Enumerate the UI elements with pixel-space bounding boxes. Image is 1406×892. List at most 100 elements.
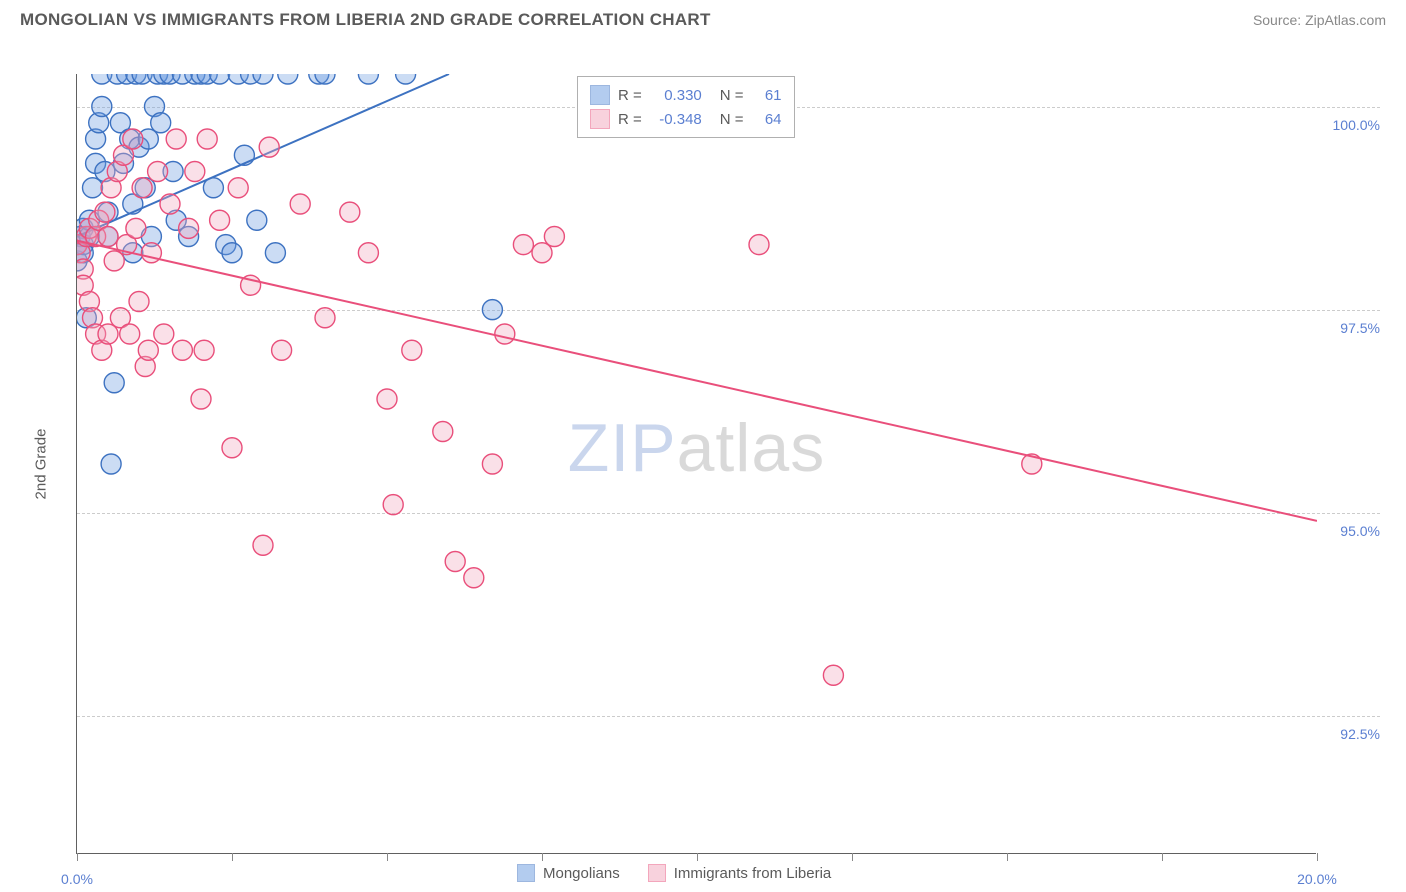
- scatter-point: [234, 145, 254, 165]
- scatter-point: [194, 340, 214, 360]
- series-legend: Mongolians Immigrants from Liberia: [517, 862, 831, 884]
- scatter-point: [132, 178, 152, 198]
- series-legend-item: Mongolians: [517, 862, 620, 884]
- scatter-point: [377, 389, 397, 409]
- series-name: Immigrants from Liberia: [674, 865, 832, 882]
- stats-legend: R = 0.330 N = 61 R = -0.348 N = 64: [577, 76, 795, 138]
- scatter-point: [228, 178, 248, 198]
- r-value: -0.348: [650, 111, 702, 128]
- scatter-point: [160, 194, 180, 214]
- x-tick: [77, 853, 78, 861]
- x-tick: [852, 853, 853, 861]
- scatter-point: [222, 438, 242, 458]
- chart-title: MONGOLIAN VS IMMIGRANTS FROM LIBERIA 2ND…: [20, 10, 711, 30]
- legend-swatch: [517, 864, 535, 882]
- stats-legend-row: R = 0.330 N = 61: [590, 83, 782, 107]
- scatter-point: [482, 300, 502, 320]
- x-tick: [232, 853, 233, 861]
- scatter-point: [222, 243, 242, 263]
- scatter-point: [191, 389, 211, 409]
- x-tick-label: 0.0%: [61, 871, 93, 887]
- scatter-point: [265, 243, 285, 263]
- x-tick: [1007, 853, 1008, 861]
- y-tick-label: 97.5%: [1324, 320, 1380, 336]
- scatter-point: [179, 218, 199, 238]
- legend-swatch: [590, 109, 610, 129]
- scatter-point: [532, 243, 552, 263]
- scatter-point: [123, 129, 143, 149]
- scatter-point: [253, 535, 273, 555]
- r-value: 0.330: [650, 87, 702, 104]
- scatter-point: [315, 64, 335, 84]
- scatter-point: [247, 210, 267, 230]
- x-tick: [1162, 853, 1163, 861]
- scatter-point: [95, 202, 115, 222]
- scatter-point: [98, 324, 118, 344]
- scatter-point: [138, 340, 158, 360]
- chart-header: MONGOLIAN VS IMMIGRANTS FROM LIBERIA 2ND…: [0, 0, 1406, 34]
- scatter-point: [495, 324, 515, 344]
- scatter-point: [151, 113, 171, 133]
- scatter-point: [129, 292, 149, 312]
- scatter-point: [98, 227, 118, 247]
- scatter-point: [544, 227, 564, 247]
- n-label: N =: [720, 87, 744, 104]
- r-label: R =: [618, 87, 642, 104]
- x-tick: [542, 853, 543, 861]
- scatter-point: [83, 178, 103, 198]
- scatter-point: [154, 324, 174, 344]
- scatter-point: [358, 243, 378, 263]
- x-tick: [697, 853, 698, 861]
- scatter-point: [513, 235, 533, 255]
- scatter-point: [383, 495, 403, 515]
- scatter-point: [272, 340, 292, 360]
- scatter-point: [185, 162, 205, 182]
- scatter-point: [253, 64, 273, 84]
- scatter-point: [749, 235, 769, 255]
- legend-swatch: [590, 85, 610, 105]
- r-label: R =: [618, 111, 642, 128]
- scatter-point: [823, 665, 843, 685]
- scatter-point: [166, 129, 186, 149]
- n-label: N =: [720, 111, 744, 128]
- n-value: 61: [752, 87, 782, 104]
- scatter-point: [358, 64, 378, 84]
- y-tick-label: 92.5%: [1324, 726, 1380, 742]
- legend-swatch: [648, 864, 666, 882]
- y-axis-label: 2nd Grade: [33, 428, 50, 499]
- scatter-point: [402, 340, 422, 360]
- x-tick: [387, 853, 388, 861]
- scatter-point: [445, 552, 465, 572]
- scatter-point: [197, 129, 217, 149]
- scatter-point: [172, 340, 192, 360]
- series-legend-item: Immigrants from Liberia: [648, 862, 832, 884]
- scatter-point: [278, 64, 298, 84]
- y-tick-label: 100.0%: [1324, 117, 1380, 133]
- scatter-point: [120, 324, 140, 344]
- scatter-point: [290, 194, 310, 214]
- scatter-point: [148, 162, 168, 182]
- scatter-point: [259, 137, 279, 157]
- y-tick-label: 95.0%: [1324, 523, 1380, 539]
- scatter-point: [482, 454, 502, 474]
- scatter-point: [210, 64, 230, 84]
- scatter-point: [464, 568, 484, 588]
- scatter-svg: [77, 74, 1317, 854]
- x-tick: [1317, 853, 1318, 861]
- plot-area: 2nd Grade ZIPatlas 92.5%95.0%97.5%100.0%…: [76, 74, 1316, 854]
- scatter-point: [340, 202, 360, 222]
- n-value: 64: [752, 111, 782, 128]
- chart-source: Source: ZipAtlas.com: [1253, 12, 1386, 28]
- scatter-point: [315, 308, 335, 328]
- x-tick-label: 20.0%: [1297, 871, 1337, 887]
- scatter-point: [396, 64, 416, 84]
- scatter-point: [104, 251, 124, 271]
- stats-legend-row: R = -0.348 N = 64: [590, 107, 782, 131]
- scatter-point: [433, 422, 453, 442]
- series-name: Mongolians: [543, 865, 620, 882]
- scatter-point: [210, 210, 230, 230]
- scatter-point: [101, 454, 121, 474]
- regression-line: [77, 241, 1317, 521]
- scatter-point: [104, 373, 124, 393]
- scatter-point: [126, 218, 146, 238]
